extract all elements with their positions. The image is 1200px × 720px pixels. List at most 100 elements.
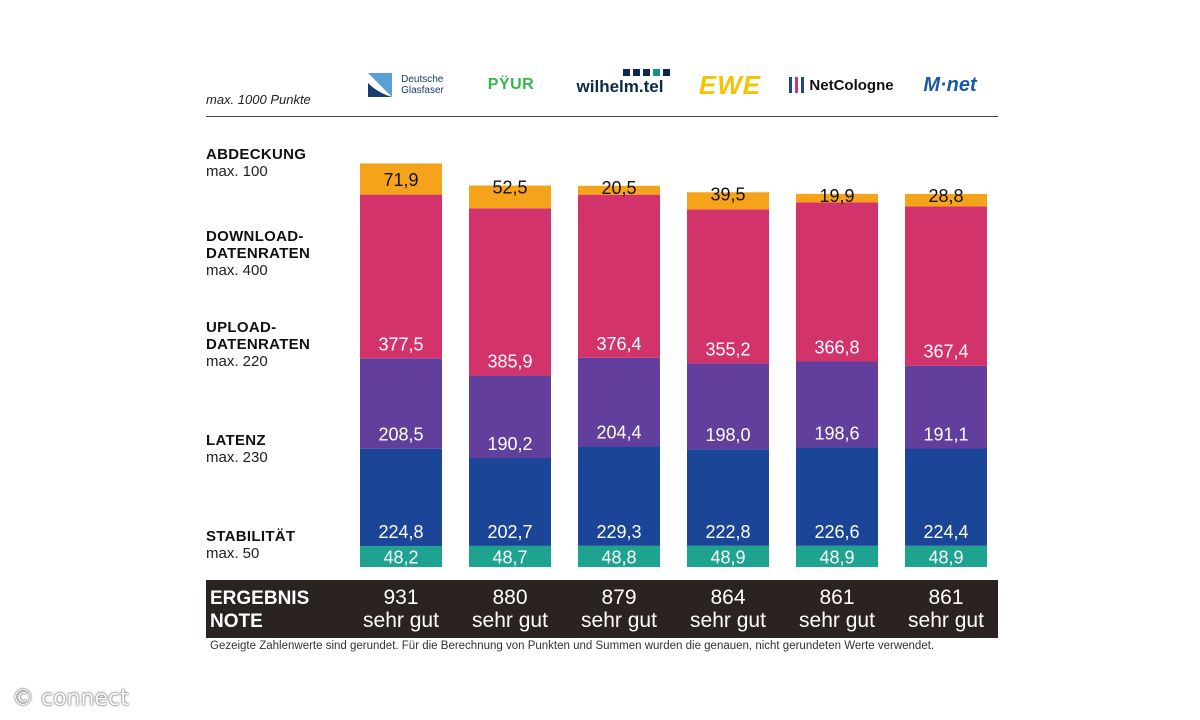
bar-value-label: 222,8	[705, 522, 750, 542]
netcologne-icon	[789, 77, 805, 93]
bar-value-label: 52,5	[492, 178, 527, 198]
bar-value-label: 48,8	[601, 547, 636, 567]
logo-text-line2: Glasfaser	[401, 85, 444, 96]
row-label-upload: UPLOAD- DATENRATEN max. 220	[206, 319, 310, 370]
result-column: 931 sehr gut	[360, 586, 442, 632]
bar-value-label: 28,8	[928, 186, 963, 206]
result-grade: sehr gut	[799, 609, 875, 632]
result-score: 864	[710, 586, 746, 609]
result-column: 880 sehr gut	[469, 586, 551, 632]
bar-value-label: 208,5	[378, 425, 423, 445]
bar-segment-download-datenraten	[796, 202, 878, 362]
result-column: 879 sehr gut	[578, 586, 660, 632]
result-label: ERGEBNIS	[210, 588, 310, 609]
bar-segment-upload-datenraten	[578, 357, 660, 447]
result-score: 880	[492, 586, 528, 609]
bar-value-label: 229,3	[596, 522, 641, 542]
bar-segment-download-datenraten	[687, 209, 769, 364]
result-column: 861 sehr gut	[905, 586, 987, 632]
bar-segment-abdeckung	[796, 193, 878, 203]
bar-segment-stabilit-t	[905, 545, 987, 567]
result-bar	[206, 580, 998, 638]
bar-segment-latenz	[905, 448, 987, 546]
provider-logo-mnet: M·net	[910, 68, 990, 102]
bar-segment-latenz	[796, 447, 878, 546]
bar-value-label: 48,7	[492, 547, 527, 567]
provider-logo-pyur: PŸUR	[470, 68, 552, 102]
row-label-title: STABILITÄT	[206, 528, 296, 545]
provider-logo-wilhelm-tel: wilhelm.tel	[572, 69, 670, 104]
bar-segment-stabilit-t	[796, 545, 878, 567]
provider-logo-netcologne: NetCologne	[782, 68, 900, 102]
bar-segment-download-datenraten	[360, 194, 442, 359]
row-label-stabilitaet: STABILITÄT max. 50	[206, 528, 295, 562]
bar-segment-upload-datenraten	[687, 363, 769, 450]
provider-logo-ewe: EWE	[690, 68, 770, 102]
row-label-title: DOWNLOAD- DATENRATEN	[206, 228, 311, 262]
row-label-title: ABDECKUNG	[206, 146, 307, 163]
logo-text: M·net	[923, 73, 977, 96]
bar-value-label: 198,0	[705, 425, 750, 445]
row-label-abdeckung: ABDECKUNG max. 100	[206, 146, 306, 180]
bar-segment-download-datenraten	[469, 208, 551, 376]
logo-text: wilhelm.tel	[576, 77, 664, 96]
result-column: 864 sehr gut	[687, 586, 769, 632]
footnote: Gezeigte Zahlenwerte sind gerundet. Für …	[210, 640, 935, 652]
row-label-max: max. 230	[206, 449, 268, 466]
header-divider	[206, 116, 998, 117]
result-grade: sehr gut	[363, 609, 439, 632]
bar-value-label: 385,9	[487, 352, 532, 372]
bar-value-label: 377,5	[378, 334, 423, 354]
bar-segment-download-datenraten	[905, 206, 987, 366]
row-label-max: max. 100	[206, 163, 268, 180]
bar-value-label: 71,9	[383, 170, 418, 190]
bar-segment-stabilit-t	[469, 545, 551, 567]
bar-segment-abdeckung	[578, 185, 660, 195]
logo-text-line1: Deutsche	[401, 74, 444, 85]
bar-segment-upload-datenraten	[796, 361, 878, 448]
bar-segment-abdeckung	[360, 163, 442, 195]
bar-value-label: 39,5	[710, 184, 745, 204]
row-label-max: max. 400	[206, 262, 268, 279]
bar-segment-upload-datenraten	[905, 365, 987, 449]
logo-text: EWE	[698, 69, 762, 100]
bar-value-label: 367,4	[923, 342, 968, 362]
bar-segment-abdeckung	[469, 185, 551, 209]
grade-label: NOTE	[210, 611, 263, 632]
row-label-max: max. 50	[206, 545, 260, 562]
bar-value-label: 376,4	[596, 334, 641, 354]
result-score: 861	[819, 586, 855, 609]
row-label-download: DOWNLOAD- DATENRATEN max. 400	[206, 228, 310, 279]
bar-value-label: 48,9	[928, 547, 963, 567]
bar-value-label: 19,9	[819, 186, 854, 206]
bar-value-label: 48,9	[710, 547, 745, 567]
provider-logo-deutsche-glasfaser: Deutsche Glasfaser	[360, 68, 450, 102]
bar-segment-stabilit-t	[578, 545, 660, 567]
bar-value-label: 366,8	[814, 337, 859, 357]
bar-value-label: 191,1	[923, 425, 968, 445]
bar-segment-latenz	[469, 458, 551, 546]
bar-value-label: 48,9	[819, 547, 854, 567]
result-score: 931	[383, 586, 419, 609]
bar-segment-abdeckung	[905, 193, 987, 207]
bar-value-label: 224,4	[923, 522, 968, 542]
logo-text: PŸUR	[487, 76, 535, 93]
row-label-title: UPLOAD- DATENRATEN	[206, 319, 311, 353]
bar-value-label: 198,6	[814, 424, 859, 444]
bar-segment-latenz	[360, 448, 442, 547]
bar-segment-stabilit-t	[360, 546, 442, 567]
bar-segment-latenz	[578, 446, 660, 546]
result-column: 861 sehr gut	[796, 586, 878, 632]
bar-value-label: 224,8	[378, 522, 423, 542]
row-label-title: LATENZ	[206, 432, 266, 449]
result-grade: sehr gut	[690, 609, 766, 632]
copyright-watermark: © connect	[12, 686, 129, 711]
row-label-latenz: LATENZ max. 230	[206, 432, 268, 466]
bar-value-label: 20,5	[601, 178, 636, 198]
bar-value-label: 204,4	[596, 422, 641, 442]
max-points-note: max. 1000 Punkte	[206, 92, 311, 107]
row-label-max: max. 220	[206, 353, 268, 370]
bar-value-label: 190,2	[487, 434, 532, 454]
result-score: 879	[601, 586, 637, 609]
